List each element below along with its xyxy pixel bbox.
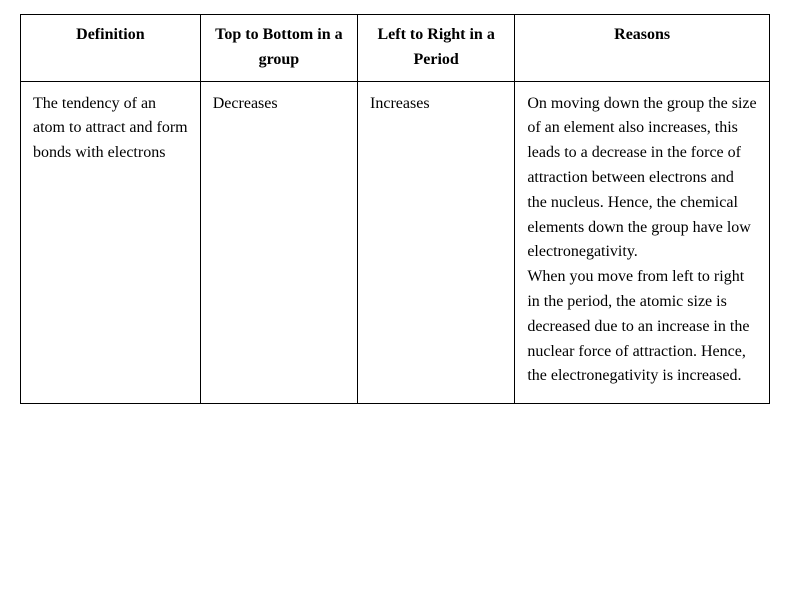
col-header-group-trend: Top to Bottom in a group xyxy=(200,15,357,82)
reasons-paragraph-2: When you move from left to right in the … xyxy=(527,265,757,389)
table-row: The tendency of an atom to attract and f… xyxy=(21,81,770,404)
electronegativity-table: Definition Top to Bottom in a group Left… xyxy=(20,14,770,404)
cell-period-trend: Increases xyxy=(358,81,515,404)
table-header-row: Definition Top to Bottom in a group Left… xyxy=(21,15,770,82)
cell-group-trend: Decreases xyxy=(200,81,357,404)
cell-definition: The tendency of an atom to attract and f… xyxy=(21,81,201,404)
page: Definition Top to Bottom in a group Left… xyxy=(0,0,790,418)
col-header-period-trend: Left to Right in a Period xyxy=(358,15,515,82)
cell-reasons: On moving down the group the size of an … xyxy=(515,81,770,404)
col-header-reasons: Reasons xyxy=(515,15,770,82)
col-header-definition: Definition xyxy=(21,15,201,82)
reasons-paragraph-1: On moving down the group the size of an … xyxy=(527,92,757,266)
